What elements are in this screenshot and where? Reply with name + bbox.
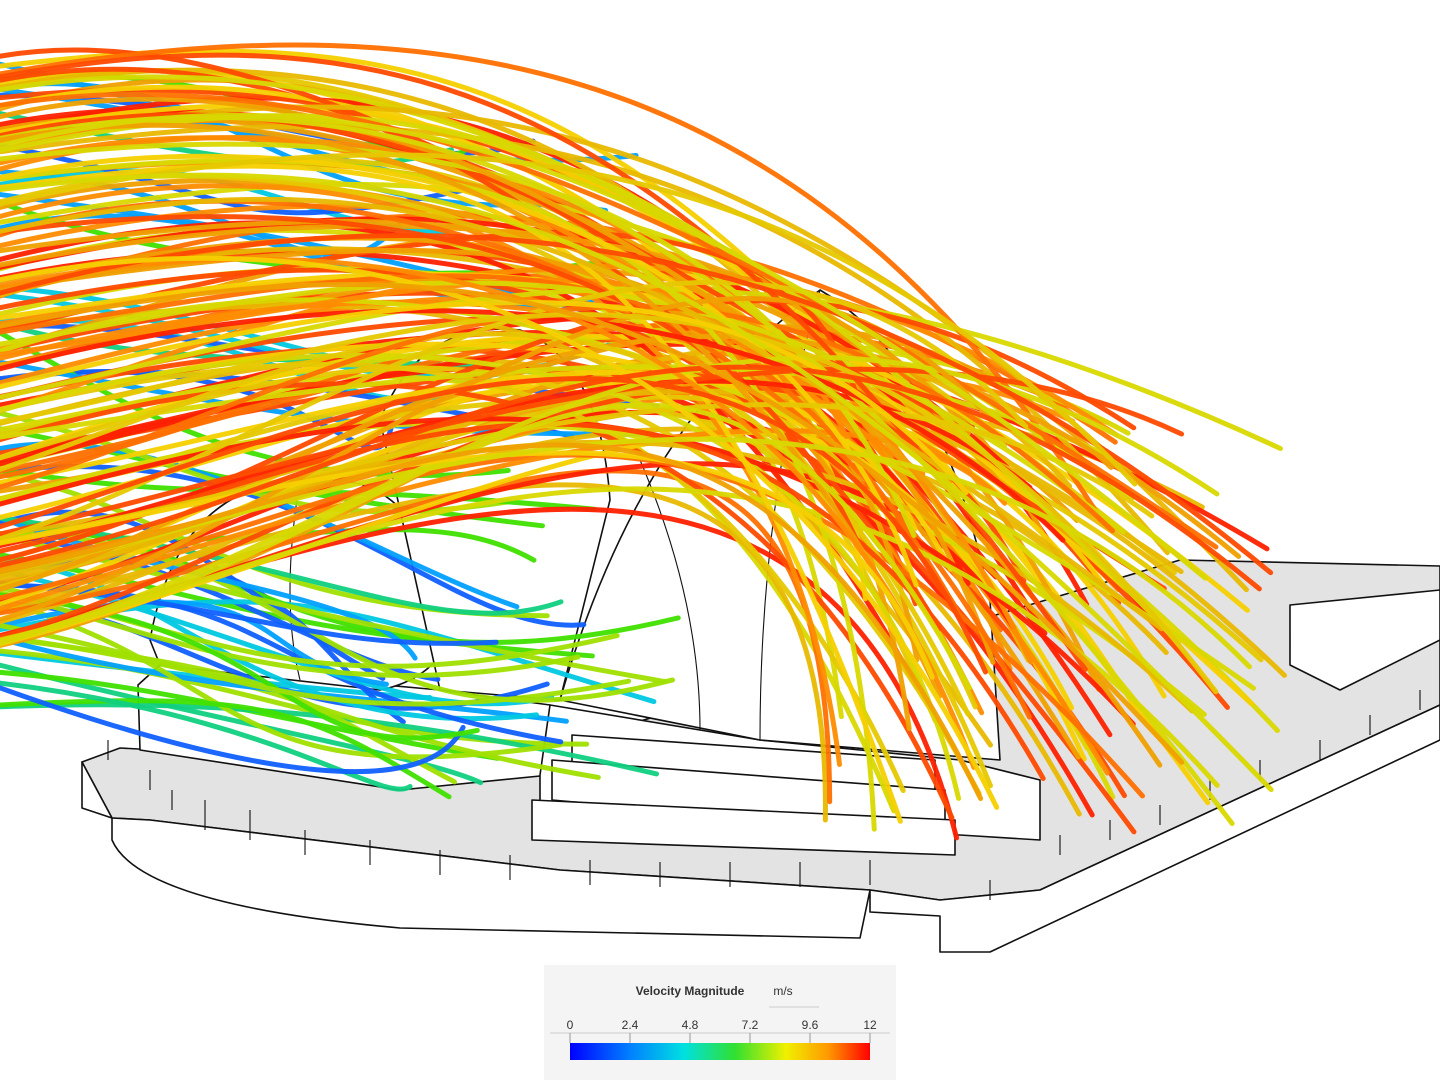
- streamline: [0, 233, 1274, 576]
- streamlines: [0, 42, 1287, 841]
- streamline: [0, 312, 1219, 695]
- streamline: [0, 153, 919, 588]
- streamline: [0, 299, 969, 495]
- streamline: [0, 112, 1208, 581]
- streamline: [0, 52, 1088, 672]
- streamline: [0, 376, 988, 675]
- podium-front: [81, 704, 1440, 953]
- tick-label: 0: [567, 1018, 574, 1032]
- right-terrace: [1289, 589, 1440, 691]
- tick-label: 9.6: [802, 1018, 819, 1032]
- legend-ticks: 0 2.4 4.8 7.2 9.6 12: [550, 1018, 890, 1043]
- streamline: [0, 214, 860, 545]
- streamline: [0, 698, 452, 800]
- legend-title: Velocity Magnitude: [636, 984, 745, 998]
- streamline: [0, 96, 1163, 768]
- streamline: [0, 685, 466, 775]
- streamline: [0, 402, 972, 691]
- streamline: [0, 450, 935, 680]
- step-3: [531, 799, 956, 856]
- tick-label: 12: [863, 1018, 877, 1032]
- streamline: [0, 662, 484, 786]
- streamline: [0, 255, 1000, 810]
- streamline: [0, 442, 984, 801]
- streamline: [0, 152, 1138, 487]
- legend-unit: m/s: [773, 984, 792, 998]
- streamline: [0, 366, 1185, 537]
- streamline: [0, 364, 1262, 592]
- streamline: [0, 680, 413, 792]
- color-legend: Velocity Magnitude m/s 0 2.4 4.8 7.2 9.6 12: [544, 965, 896, 1080]
- streamline: [0, 66, 1137, 835]
- tick-label: 2.4: [622, 1018, 639, 1032]
- tick-label: 4.8: [682, 1018, 699, 1032]
- streamline: [0, 282, 1185, 765]
- streamline: [0, 279, 1029, 542]
- streamline: [0, 297, 1256, 691]
- color-bar: [570, 1043, 870, 1060]
- streamline: [0, 122, 943, 699]
- streamline: [0, 364, 1108, 457]
- tick-label: 7.2: [742, 1018, 759, 1032]
- streamline: [0, 172, 1274, 793]
- streamline: [0, 42, 1103, 521]
- posts: [107, 690, 1421, 900]
- streamline: [0, 622, 632, 707]
- viewport: [0, 42, 1440, 953]
